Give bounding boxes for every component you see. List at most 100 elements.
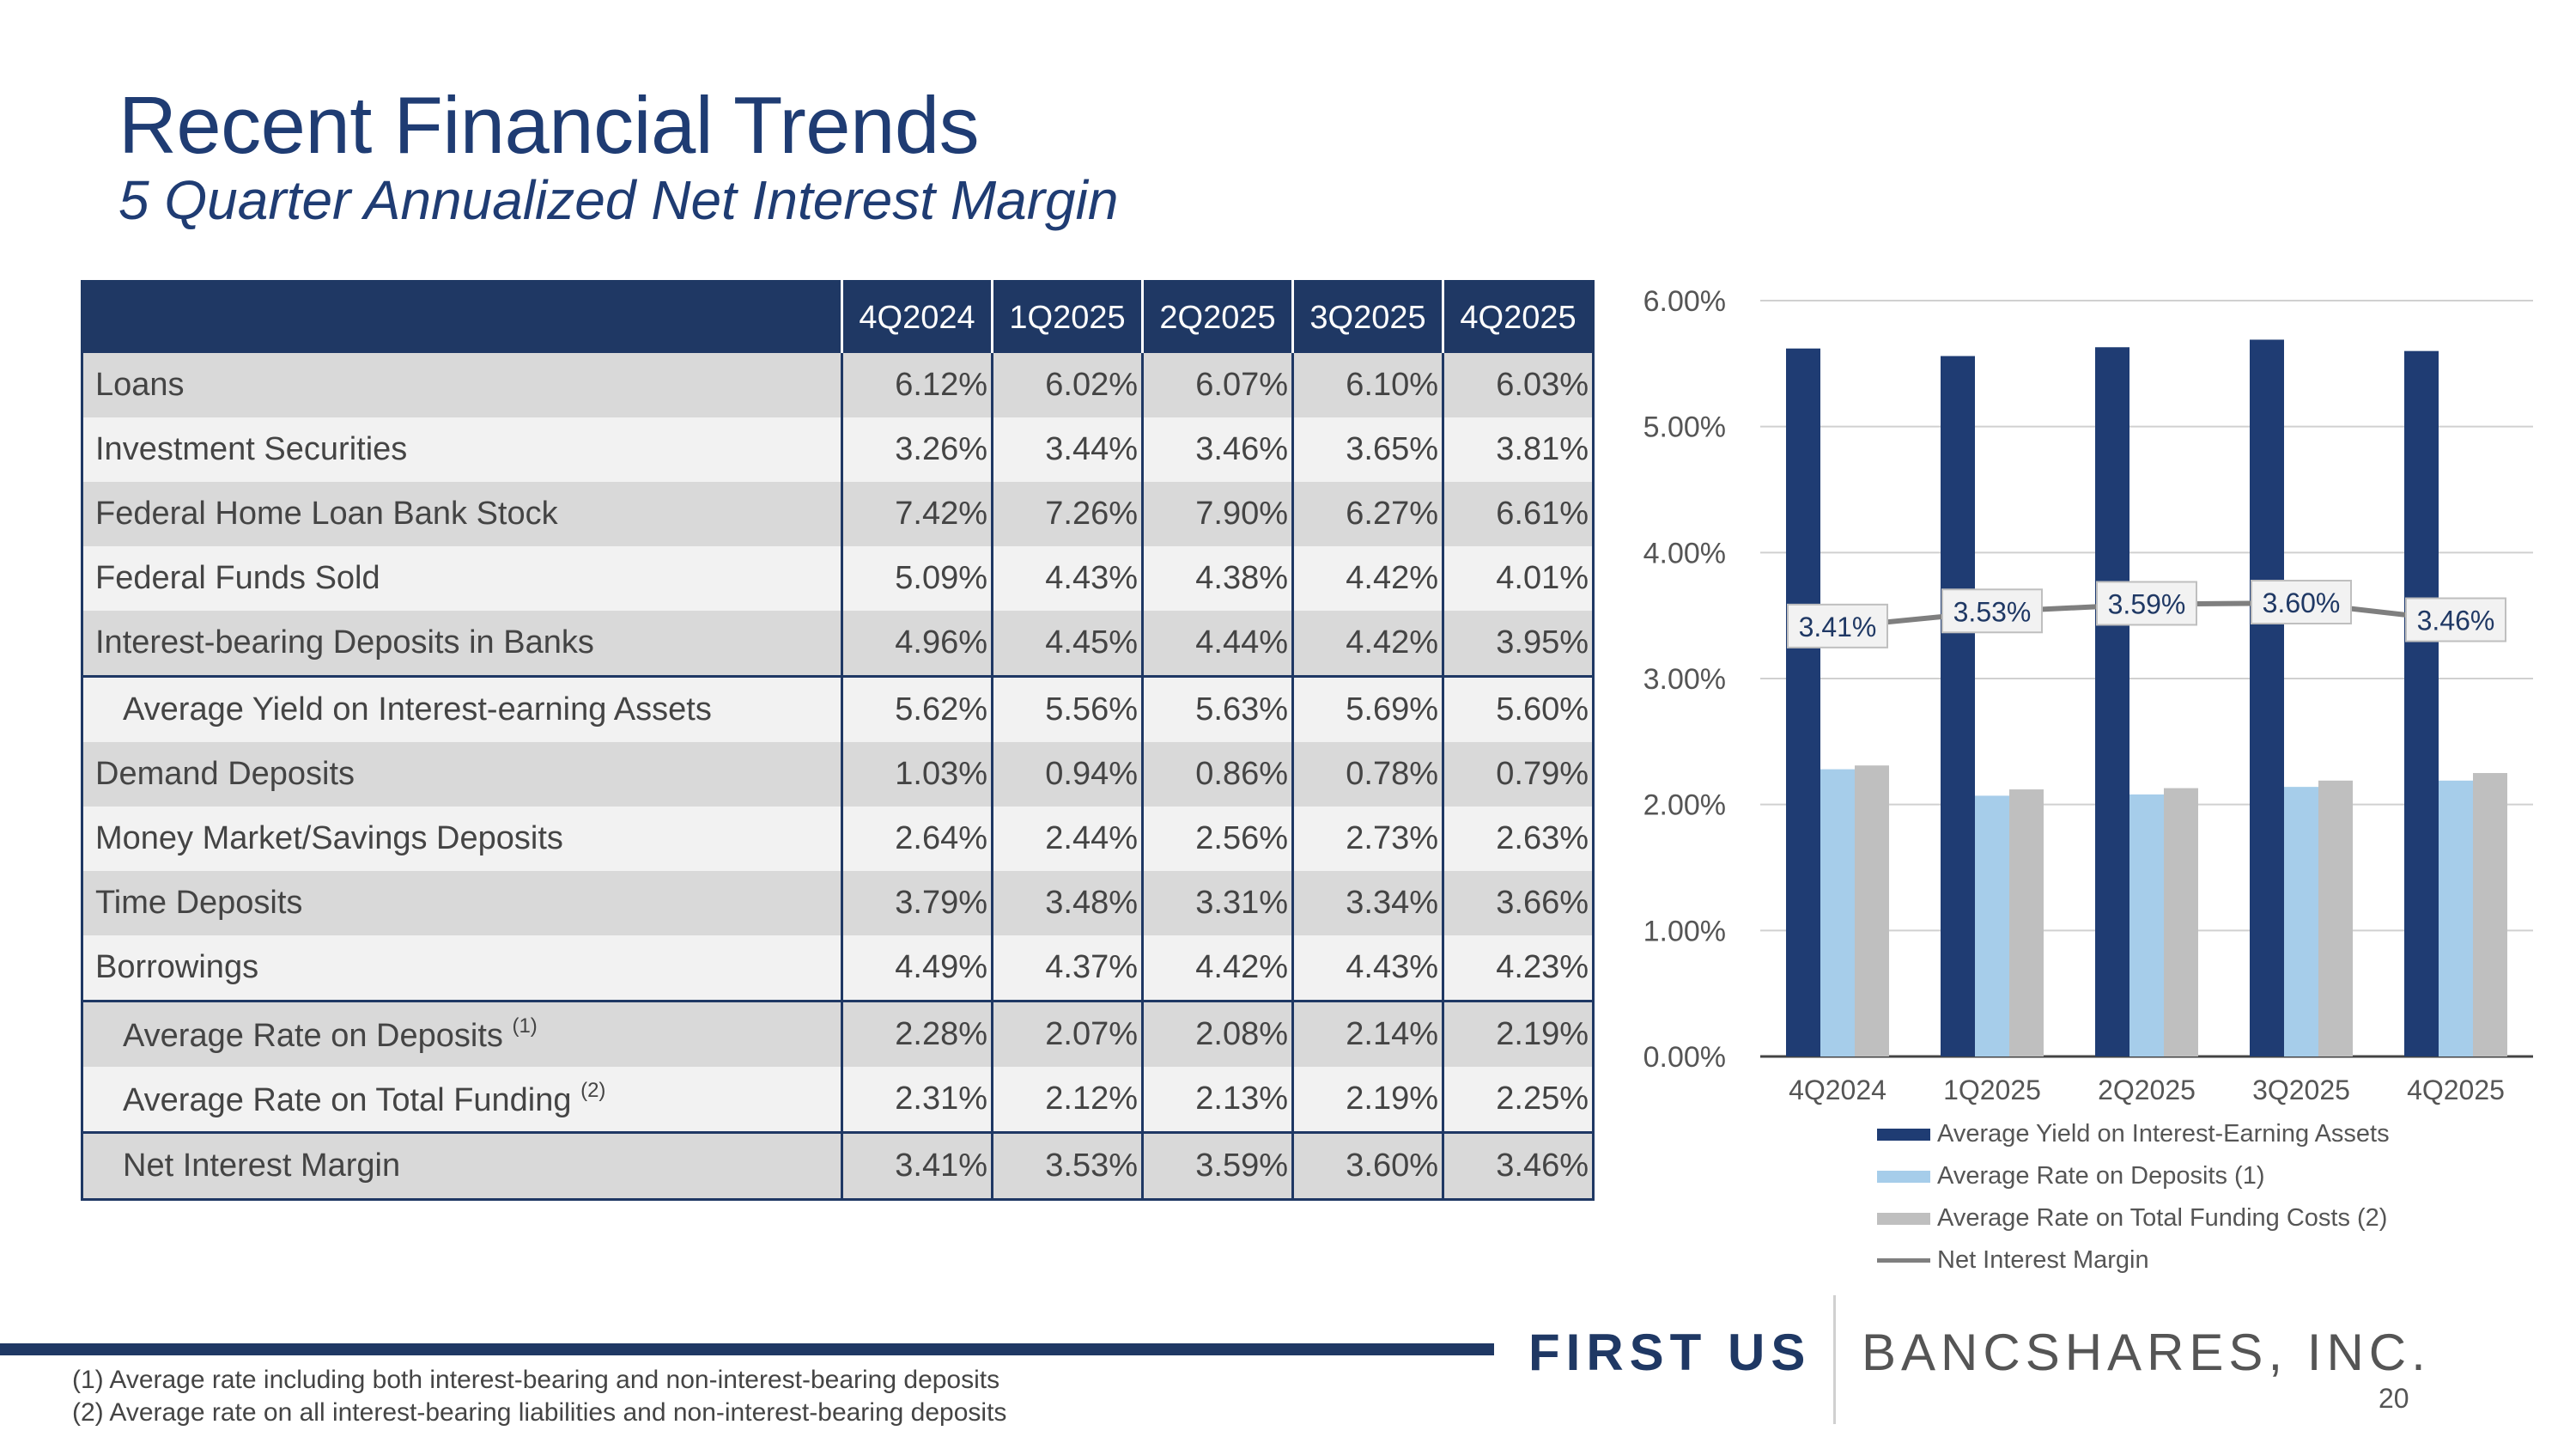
bar-deposits [1975,795,2009,1056]
table-row: Money Market/Savings Deposits 2.64% 2.44% 2… [82,807,1594,871]
footer-bar [0,1343,1494,1355]
row-value: 3.46% [1142,417,1294,482]
bar-deposits [2439,780,2473,1056]
data-label: 3.59% [2108,588,2186,619]
row-label: Borrowings [82,935,843,1002]
legend-label: Average Rate on Total Funding Costs (2) [1937,1204,2388,1232]
logo-bancshares: BANCSHARES, INC. [1862,1324,2431,1381]
row-value: 3.46% [1443,1131,1594,1200]
row-value: 4.43% [992,546,1144,611]
x-tick-label: 4Q2024 [1789,1075,1886,1105]
legend-label: Average Yield on Interest-Earning Assets [1937,1120,2390,1148]
row-label: Demand Deposits [82,742,843,807]
x-tick-label: 3Q2025 [2252,1075,2350,1105]
data-label: 3.46% [2417,606,2495,636]
row-value: 4.45% [992,611,1144,677]
legend-swatch [1877,1258,1930,1263]
row-value: 2.12% [992,1067,1144,1133]
page-title: Recent Financial Trends [118,80,980,170]
table-row: Interest-bearing Deposits in Banks 4.96% 4… [82,611,1594,677]
footnote-1: (1) Average rate including both interest… [72,1366,1000,1394]
row-value: 6.02% [992,353,1144,417]
table-header-cell: 2Q2025 [1142,281,1294,353]
row-value: 6.27% [1292,482,1444,546]
bar-yield [2250,339,2284,1056]
bar-yield [1941,356,1975,1056]
bar-yield [1786,348,1820,1056]
nim-chart: 0.00% 1.00% 2.00% 3.00% 4.00% 5.00% 6.00% 4Q20… [1643,285,2533,1105]
bar-funding [1855,765,1889,1056]
row-value: 4.42% [1292,611,1444,677]
row-value: 4.96% [841,611,993,677]
logo-divider [1833,1295,1836,1424]
bar-yield [2095,347,2129,1056]
x-tick-label: 1Q2025 [1943,1075,2041,1105]
row-value: 3.41% [841,1131,993,1200]
row-value: 4.42% [1292,546,1444,611]
row-value: 2.13% [1142,1067,1294,1133]
data-label-box [1787,603,1888,648]
row-value: 4.23% [1443,935,1594,1002]
table-header-cell: 4Q2024 [841,281,993,353]
data-label: 3.41% [1799,612,1877,642]
row-value: 2.73% [1292,807,1444,871]
page-subtitle: 5 Quarter Annualized Net Interest Margin [118,169,1119,231]
row-value: 2.28% [841,1000,993,1067]
table-row: Net Interest Margin 3.41% 3.53% 3.59% 3.60% 3… [82,1131,1594,1200]
row-value: 3.95% [1443,611,1594,677]
legend-swatch [1877,1128,1930,1141]
legend-swatch [1877,1212,1930,1225]
table-row: Loans 6.12% 6.02% 6.07% 6.10% 6.03% [82,353,1594,417]
row-value: 2.44% [992,807,1144,871]
table-row: Borrowings 4.49% 4.37% 4.42% 4.43% 4.23% [82,935,1594,1002]
bar-yield [2404,350,2439,1057]
row-value: 2.14% [1292,1000,1444,1067]
row-value: 0.79% [1443,742,1594,807]
data-label-box [2096,581,2197,626]
table-row: Time Deposits 3.79% 3.48% 3.31% 3.34% 3.66% [82,871,1594,935]
x-tick-label: 4Q2025 [2407,1075,2505,1105]
row-value: 4.44% [1142,611,1294,677]
rates-table: 4Q2024 1Q2025 2Q2025 3Q2025 4Q2025 Loans… [81,280,1595,1201]
row-value: 4.38% [1142,546,1294,611]
row-value: 4.01% [1443,546,1594,611]
table-row: Average Rate on Deposits (1) 2.28% 2.07% 2.… [82,1000,1594,1067]
row-value: 6.07% [1142,353,1294,417]
table-header-cell: 1Q2025 [992,281,1144,353]
table-row: Demand Deposits 1.03% 0.94% 0.86% 0.78% 0.79% [82,742,1594,807]
row-value: 3.53% [992,1131,1144,1200]
row-value: 0.94% [992,742,1144,807]
bar-deposits [2129,794,2164,1056]
row-value: 7.90% [1142,482,1294,546]
legend-item: Average Yield on Interest-Earning Assets [1877,1113,2390,1155]
footnote-2: (2) Average rate on all interest-bearing… [72,1398,1007,1427]
row-value: 2.31% [841,1067,993,1133]
table-header-row: 4Q2024 1Q2025 2Q2025 3Q2025 4Q2025 [82,281,1594,353]
y-tick-label: 0.00% [1643,1041,1726,1074]
row-label: Federal Funds Sold [82,546,843,611]
row-value: 1.03% [841,742,993,807]
x-tick-label: 2Q2025 [2098,1075,2196,1105]
row-label: Federal Home Loan Bank Stock [82,482,843,546]
data-label: 3.60% [2263,588,2341,618]
table-header-cell: 3Q2025 [1292,281,1444,353]
row-value: 3.81% [1443,417,1594,482]
row-value: 3.79% [841,871,993,935]
row-value: 0.86% [1142,742,1294,807]
row-value: 5.56% [992,675,1144,742]
row-label: Investment Securities [82,417,843,482]
row-value: 2.07% [992,1000,1144,1067]
row-label: Loans [82,353,843,417]
data-label: 3.53% [1953,596,2032,627]
row-value: 6.61% [1443,482,1594,546]
legend-label: Net Interest Margin [1937,1246,2149,1274]
y-tick-label: 1.00% [1643,915,1726,947]
row-value: 7.42% [841,482,993,546]
legend-label: Average Rate on Deposits (1) [1937,1162,2265,1190]
row-value: 2.19% [1443,1000,1594,1067]
table-header-cell: 4Q2025 [1443,281,1594,353]
row-value: 3.66% [1443,871,1594,935]
table-row: Average Yield on Interest-earning Assets… [82,675,1594,742]
row-value: 4.43% [1292,935,1444,1002]
legend-swatch [1877,1170,1930,1183]
